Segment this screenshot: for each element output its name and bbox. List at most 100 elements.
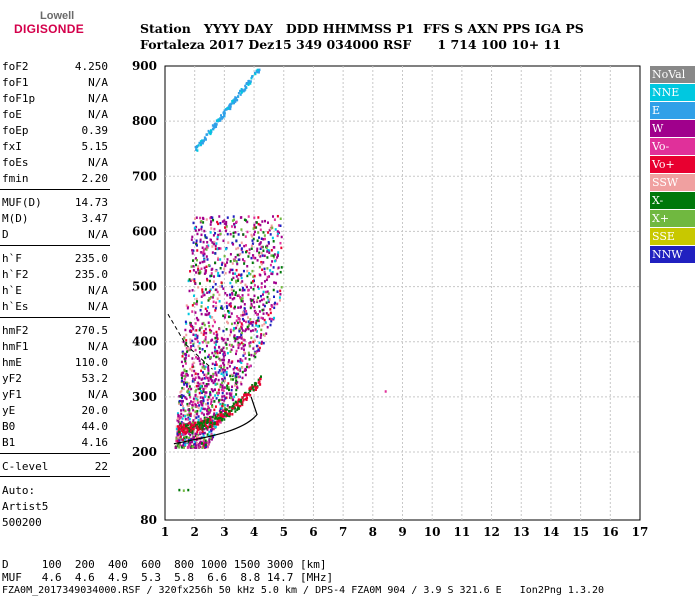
echo-point (193, 435, 196, 439)
echo-point (209, 356, 212, 359)
echo-point (213, 412, 216, 415)
echo-point (216, 274, 219, 277)
echo-point (211, 267, 214, 271)
echo-point (212, 413, 215, 417)
echo-point (218, 215, 221, 218)
echo-point (221, 358, 224, 362)
echo-point (255, 344, 258, 348)
echo-point (237, 344, 240, 347)
echo-point (206, 398, 209, 402)
echo-point (226, 293, 229, 297)
echo-point (214, 405, 217, 408)
echo-point (214, 269, 217, 273)
legend-item: SSE (650, 228, 695, 245)
echo-point (217, 419, 220, 423)
echo-point (236, 315, 239, 318)
legend-item: Vo+ (650, 156, 695, 173)
echo-point (243, 319, 246, 322)
echo-point (236, 401, 239, 405)
echo-point (189, 367, 192, 371)
echo-point (215, 391, 218, 395)
echo-point (384, 390, 387, 393)
echo-point (235, 393, 238, 396)
echo-point (214, 282, 217, 286)
echo-point (227, 386, 230, 389)
echo-point (235, 379, 238, 383)
x-tick-label: 11 (454, 525, 471, 539)
echo-point (209, 418, 212, 422)
echo-point (208, 438, 211, 442)
param-row: fxI 5.15 (2, 140, 108, 154)
echo-point (237, 317, 240, 321)
param-row: yE 20.0 (2, 404, 108, 418)
echo-point (214, 417, 217, 420)
echo-point (230, 373, 233, 377)
echo-point (227, 241, 230, 244)
echo-point (229, 293, 232, 296)
echo-point (207, 412, 210, 415)
echo-point (207, 321, 210, 324)
echo-point (176, 419, 179, 422)
echo-point (255, 324, 258, 327)
echo-point (259, 247, 262, 250)
echo-point (187, 404, 190, 407)
echo-point (210, 329, 213, 333)
echo-point (247, 289, 250, 292)
echo-point (192, 428, 195, 431)
echo-point (191, 304, 194, 307)
echo-point (207, 299, 210, 302)
echo-point (204, 441, 207, 445)
echo-point (253, 216, 256, 219)
echo-point (216, 235, 219, 239)
param-value: 53.2 (81, 372, 109, 385)
echo-point (221, 368, 224, 372)
echo-point (239, 367, 242, 371)
echo-point (235, 367, 238, 370)
echo-point (213, 242, 216, 246)
echo-point (252, 275, 255, 278)
echo-point (253, 384, 256, 388)
echo-point (205, 218, 208, 221)
echo-point (257, 222, 260, 226)
echo-point (186, 381, 189, 385)
echo-point (179, 403, 182, 407)
param-value: 14.73 (74, 196, 108, 209)
echo-point (220, 413, 223, 416)
echo-point (226, 232, 229, 236)
echo-point (227, 382, 230, 385)
echo-point (191, 325, 194, 329)
x-tick-label: 2 (191, 525, 199, 539)
echo-point (249, 393, 252, 397)
echo-point (199, 261, 202, 265)
echo-point (230, 343, 233, 347)
echo-point (200, 267, 203, 271)
echo-point (191, 235, 194, 239)
echo-point (221, 395, 224, 398)
echo-point (193, 399, 196, 403)
echo-point (240, 228, 243, 231)
echo-point (202, 440, 205, 443)
echo-point (205, 384, 208, 388)
echo-point (223, 386, 226, 389)
echo-point (230, 361, 233, 364)
echo-point (181, 402, 184, 405)
echo-point (198, 387, 201, 391)
echo-point (218, 346, 221, 349)
echo-point (189, 347, 192, 350)
echo-point (214, 261, 217, 265)
echo-point (225, 225, 228, 228)
echo-point (197, 387, 200, 391)
echo-point (184, 438, 187, 441)
echo-point (204, 443, 207, 447)
echo-point (218, 399, 221, 402)
echo-point (205, 265, 208, 269)
echo-point (195, 356, 198, 359)
echo-point (270, 249, 273, 252)
echo-point (199, 385, 202, 388)
echo-point (224, 407, 227, 410)
echo-point (210, 272, 213, 275)
echo-point (241, 300, 244, 303)
echo-point (252, 227, 255, 230)
echo-point (182, 404, 185, 408)
echo-point (242, 311, 245, 314)
